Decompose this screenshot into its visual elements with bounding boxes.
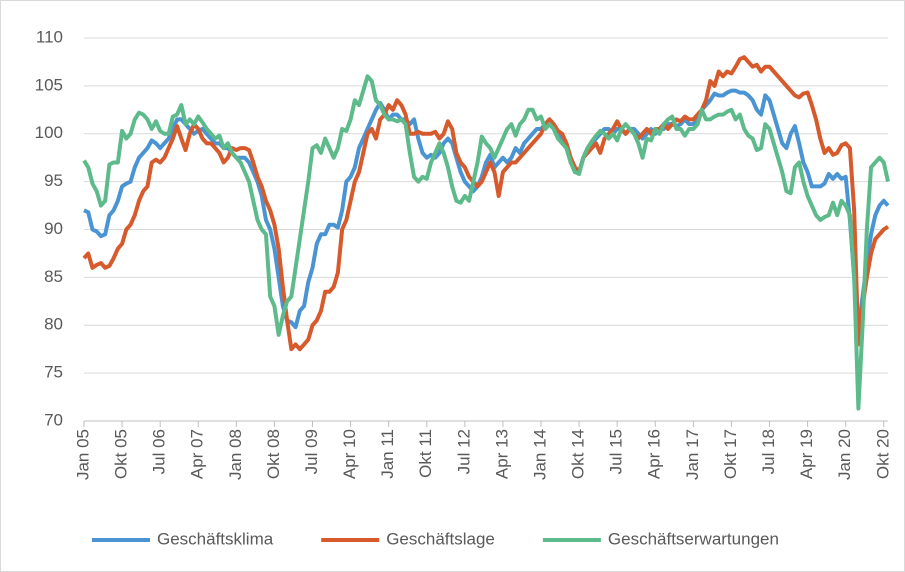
x-tick-label: Okt 11 xyxy=(416,429,435,478)
series-line xyxy=(82,55,890,352)
legend-label: Geschäftslage xyxy=(386,529,495,548)
legend-label: Geschäftsklima xyxy=(157,529,274,548)
x-tick-label: Jul 06 xyxy=(150,429,169,474)
x-tick-label: Apr 10 xyxy=(340,429,359,479)
y-tick-label: 75 xyxy=(44,363,63,382)
x-tick-label: Okt 05 xyxy=(112,429,131,479)
y-tick-label: 70 xyxy=(44,410,63,429)
y-tick-label: 85 xyxy=(44,267,63,286)
series-line xyxy=(83,88,890,333)
x-tick-label: Apr 07 xyxy=(188,429,207,479)
x-tick-label: Jul 09 xyxy=(302,429,321,474)
y-tick-label: 105 xyxy=(35,75,63,94)
x-tick-label: Apr 16 xyxy=(645,429,664,479)
x-tick-label: Okt 08 xyxy=(264,429,283,479)
series-line xyxy=(82,74,890,411)
x-tick-label: Okt 20 xyxy=(873,429,892,479)
x-tick-label: Jan 20 xyxy=(835,429,854,480)
y-tick-label: 80 xyxy=(44,315,63,334)
x-tick-label: Jul 18 xyxy=(759,429,778,474)
x-tick-label: Apr 19 xyxy=(797,429,816,479)
x-tick-label: Jan 11 xyxy=(378,429,397,479)
y-tick-label: 95 xyxy=(44,171,63,190)
y-tick-label: 110 xyxy=(36,27,63,46)
x-tick-label: Jul 15 xyxy=(607,429,626,474)
x-tick-label: Okt 14 xyxy=(569,429,588,479)
x-tick-label: Jan 14 xyxy=(530,429,549,480)
x-tick-label: Jan 05 xyxy=(73,429,92,480)
x-tick-label: Jan 17 xyxy=(683,429,702,480)
y-tick-label: 100 xyxy=(35,123,63,142)
legend-label: Geschäftserwartungen xyxy=(608,529,779,548)
x-tick-label: Jan 08 xyxy=(226,429,245,480)
x-tick-label: Apr 13 xyxy=(492,429,511,479)
x-tick-label: Jul 12 xyxy=(454,429,473,474)
y-tick-label: 90 xyxy=(44,219,63,238)
x-tick-label: Okt 17 xyxy=(721,429,740,479)
